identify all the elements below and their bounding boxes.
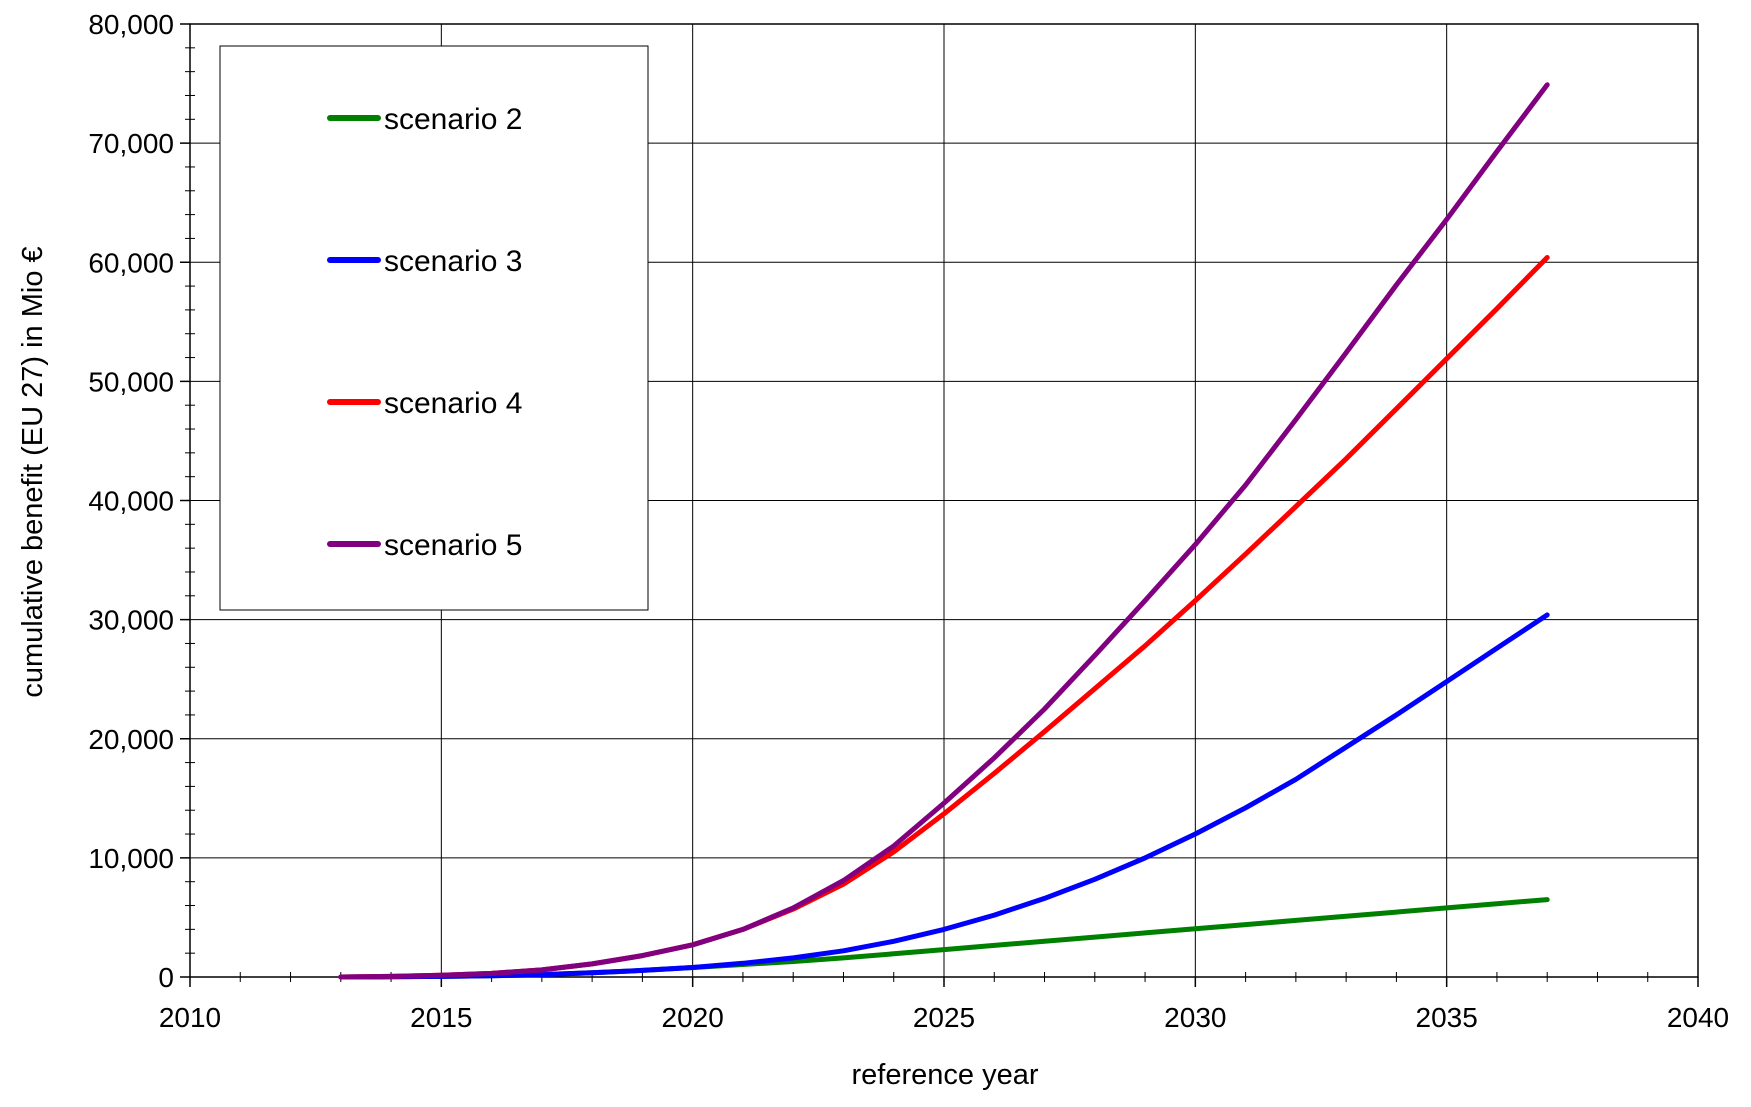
legend-label: scenario 4 (384, 387, 522, 420)
y-tick-label: 20,000 (88, 724, 174, 755)
y-tick-label: 80,000 (88, 9, 174, 40)
series-line-scenario-3 (338, 612, 1550, 980)
series-lines (338, 82, 1550, 980)
x-tick-label: 2020 (662, 1002, 724, 1033)
legend-label: scenario 2 (384, 103, 522, 136)
legend-label: scenario 3 (384, 245, 522, 278)
series-line-scenario-5 (338, 82, 1550, 980)
axes: 2010 2015 2020 2025 2030 2035 2040 0 10,000 20,00… (88, 9, 1729, 1033)
y-tick-label: 10,000 (88, 843, 174, 874)
y-axis-title: cumulative benefit (EU 27) in Mio € (17, 246, 49, 697)
y-tick-label: 40,000 (88, 486, 174, 517)
y-tick-label: 0 (158, 962, 174, 993)
x-tick-label: 2015 (410, 1002, 472, 1033)
legend: scenario 2 scenario 3 scenario 4 scenario 5 (219, 45, 649, 611)
y-tick-label: 50,000 (88, 366, 174, 397)
legend-box (219, 45, 649, 611)
y-tick-label: 60,000 (88, 247, 174, 278)
x-tick-label: 2035 (1416, 1002, 1478, 1033)
x-axis-title: reference year (852, 1059, 1039, 1091)
y-tick-label: 30,000 (88, 605, 174, 636)
legend-label: scenario 5 (384, 529, 522, 562)
x-tick-label: 2030 (1164, 1002, 1226, 1033)
x-tick-label: 2025 (913, 1002, 975, 1033)
x-tick-label: 2040 (1667, 1002, 1729, 1033)
x-tick-label: 2010 (159, 1002, 221, 1033)
y-tick-label: 70,000 (88, 128, 174, 159)
